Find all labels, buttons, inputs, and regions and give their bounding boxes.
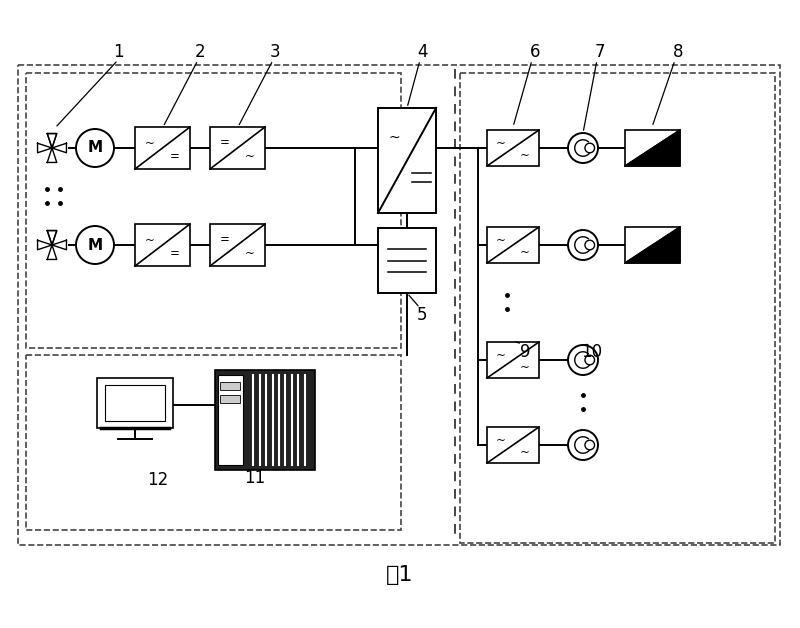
Circle shape <box>585 440 594 450</box>
Bar <box>135 127 190 169</box>
Circle shape <box>585 143 594 153</box>
Text: 12: 12 <box>147 471 169 489</box>
Circle shape <box>568 133 598 163</box>
Bar <box>220 395 240 403</box>
Bar <box>220 382 240 390</box>
Bar <box>487 130 539 166</box>
Text: =: = <box>170 150 180 163</box>
Text: ~: ~ <box>496 234 506 247</box>
Text: ~: ~ <box>496 137 506 150</box>
Circle shape <box>585 355 594 365</box>
Text: ~: ~ <box>145 136 154 149</box>
Bar <box>210 127 265 169</box>
Bar <box>625 130 680 166</box>
Text: ~: ~ <box>520 360 530 374</box>
Bar <box>215 370 315 470</box>
Text: M: M <box>87 237 102 252</box>
Text: 1: 1 <box>113 43 123 61</box>
Text: ~: ~ <box>496 434 506 447</box>
Bar <box>18 65 780 545</box>
Circle shape <box>568 230 598 260</box>
Bar <box>487 427 539 463</box>
Polygon shape <box>625 227 680 263</box>
Bar <box>135 224 190 266</box>
Bar <box>378 228 436 293</box>
Circle shape <box>76 129 114 167</box>
Text: M: M <box>87 141 102 156</box>
Text: 9: 9 <box>520 343 530 361</box>
Text: ~: ~ <box>520 149 530 161</box>
Bar <box>378 108 436 213</box>
Text: 10: 10 <box>582 343 602 361</box>
Text: 3: 3 <box>270 43 280 61</box>
Bar <box>26 73 401 348</box>
Text: 5: 5 <box>417 306 427 324</box>
Text: 11: 11 <box>244 469 266 487</box>
Circle shape <box>568 345 598 375</box>
Text: 图1: 图1 <box>386 565 414 585</box>
Text: ~: ~ <box>389 131 400 144</box>
Circle shape <box>585 240 594 250</box>
Text: ~: ~ <box>496 349 506 362</box>
Bar <box>106 386 165 421</box>
Text: 8: 8 <box>673 43 683 61</box>
Text: 4: 4 <box>417 43 427 61</box>
Text: =: = <box>220 234 230 246</box>
Polygon shape <box>625 130 680 166</box>
Bar <box>210 224 265 266</box>
Text: 2: 2 <box>194 43 206 61</box>
Bar <box>97 379 173 428</box>
Text: 6: 6 <box>530 43 540 61</box>
Text: =: = <box>220 136 230 149</box>
Bar <box>460 73 775 543</box>
Bar <box>487 227 539 263</box>
Bar <box>625 227 680 263</box>
Text: ~: ~ <box>520 246 530 259</box>
Circle shape <box>568 430 598 460</box>
Bar <box>487 342 539 378</box>
Text: 7: 7 <box>594 43 606 61</box>
Text: ~: ~ <box>145 234 154 246</box>
Text: ~: ~ <box>520 446 530 458</box>
Text: =: = <box>170 247 180 260</box>
Text: ~: ~ <box>246 247 255 260</box>
Circle shape <box>76 226 114 264</box>
Text: ~: ~ <box>246 150 255 163</box>
Bar <box>218 375 243 465</box>
Bar <box>26 355 401 530</box>
